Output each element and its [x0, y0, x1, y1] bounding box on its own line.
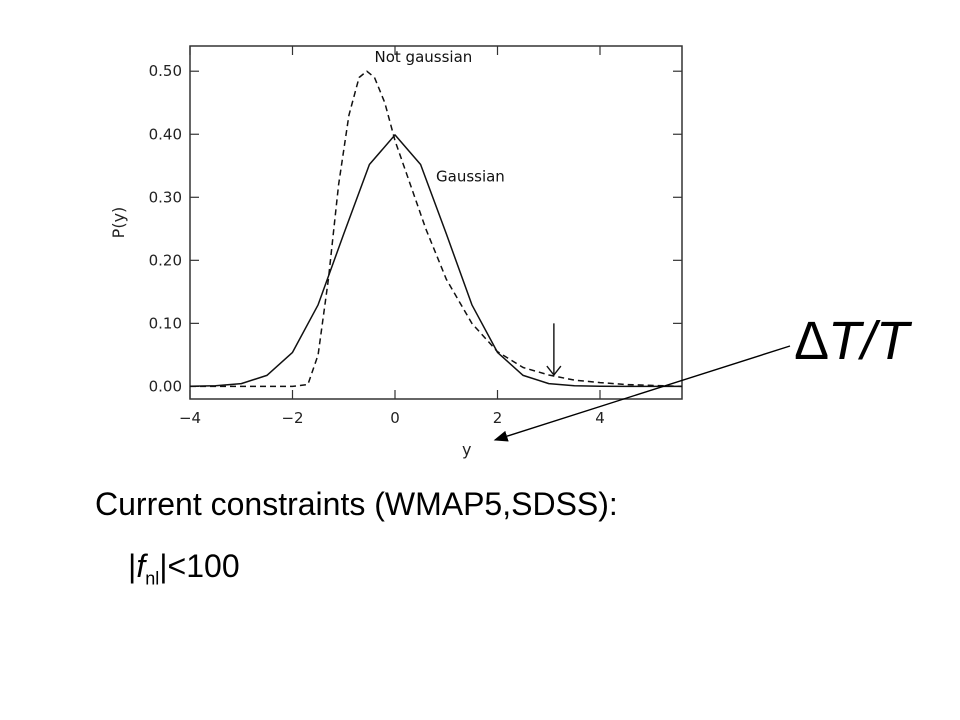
x-axis-label: y — [462, 440, 471, 459]
constraints-caption: Current constraints (WMAP5,SDSS): — [95, 486, 618, 522]
curve-annotation: Gaussian — [436, 168, 505, 186]
constraint-subscript: nl — [145, 568, 160, 589]
x-tick-label: −4 — [179, 409, 201, 427]
series-line-gaussian — [189, 134, 682, 388]
constraint-symbol: f — [136, 548, 146, 584]
tail-marker-arrow — [546, 323, 562, 377]
axis-labels: y P(y) — [109, 207, 471, 459]
y-tick-label: 0.00 — [149, 377, 182, 395]
y-tick-label: 0.10 — [149, 314, 182, 332]
fnl-constraint: |fnl|<100 — [128, 548, 240, 589]
tail-arrow-head — [546, 365, 562, 377]
curve-annotation: Not gaussian — [375, 48, 473, 66]
y-tick-label: 0.40 — [149, 125, 182, 143]
curve-annotations: Not gaussian Gaussian — [375, 48, 505, 186]
plot-frame — [189, 45, 683, 400]
constraint-suffix: |<100 — [159, 548, 240, 584]
y-tick-label: 0.50 — [149, 62, 182, 80]
y-tick-label: 0.20 — [149, 251, 182, 269]
delta-t-over-t-label: ∆T/T — [795, 311, 910, 371]
x-tick-label: 0 — [390, 409, 400, 427]
pointer-arrow — [493, 345, 791, 442]
axis-ticks: −4 −2 0 2 4 0.00 0.10 0.20 0.30 0.40 0.50 — [149, 46, 682, 427]
series-lines — [189, 70, 683, 388]
x-tick-label: 4 — [595, 409, 605, 427]
series-line-not-gaussian — [190, 70, 683, 388]
y-axis-label: P(y) — [109, 207, 128, 239]
constraint-prefix: | — [128, 548, 137, 584]
x-tick-label: −2 — [281, 409, 303, 427]
y-tick-label: 0.30 — [149, 188, 182, 206]
x-tick-label: 2 — [493, 409, 503, 427]
